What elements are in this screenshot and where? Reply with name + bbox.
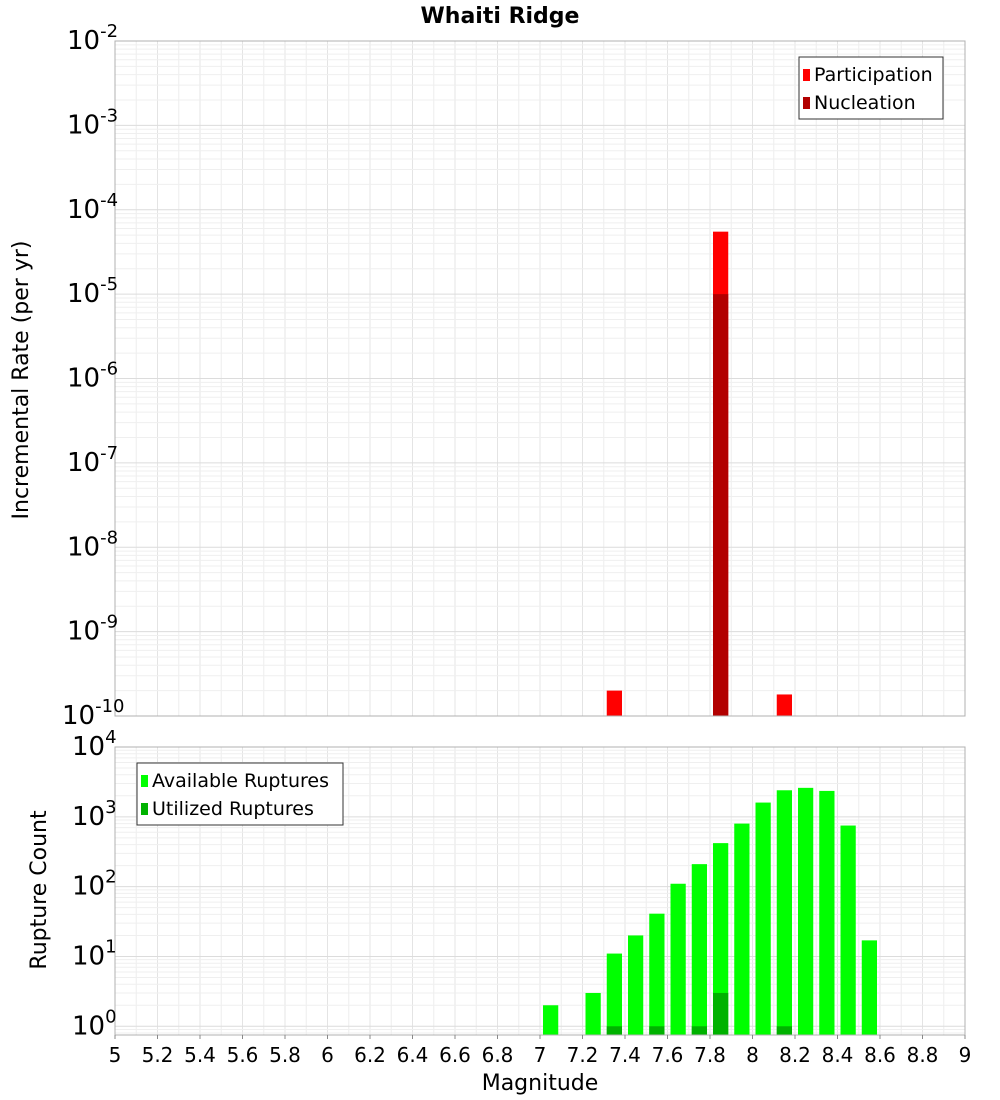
y-tick-label: 103: [72, 797, 117, 832]
count-bar-available-ruptures: [585, 992, 601, 1035]
count-bar-available-ruptures: [861, 940, 877, 1035]
count-bar-available-ruptures: [606, 953, 622, 1035]
rate-bar-participation: [606, 690, 622, 716]
legend-box: [798, 56, 944, 120]
x-tick-label: 5.6: [227, 1043, 259, 1067]
x-tick-label: 8.8: [907, 1043, 939, 1067]
count-bar-available-ruptures: [649, 913, 665, 1035]
x-tick-label: 9: [959, 1043, 972, 1067]
y-tick-label: 10-3: [67, 105, 118, 140]
rate-bar-participation: [776, 694, 792, 716]
count-bar-available-ruptures: [628, 935, 644, 1035]
count-bar-available-ruptures: [776, 790, 792, 1035]
rate-panel: 10-10 10-9 10-8 10-7 10-6 10-5 10-4 10-3 10-2 Par…: [62, 21, 966, 731]
legend-box: [136, 762, 344, 826]
x-tick-label: 5.2: [142, 1043, 174, 1067]
y-tick-label: 10-2: [67, 21, 118, 56]
count-bar-available-ruptures: [819, 790, 835, 1035]
rate-y-axis-label: Incremental Rate (per yr): [9, 241, 34, 520]
y-tick-label: 10-5: [67, 274, 118, 309]
y-tick-label: 10-4: [67, 190, 118, 225]
x-tick-label: 6: [321, 1043, 334, 1067]
x-tick-label: 5.4: [184, 1043, 216, 1067]
legend-label: Utilized Ruptures: [152, 798, 314, 820]
rate-legend: Participation Nucleation: [798, 56, 944, 120]
count-panel: 100 101 102 103 104 5 5.2 5.4 5.6 5.8 6 6.2 6.4 6.6 6.…: [72, 727, 971, 1067]
x-tick-label: 7.6: [652, 1043, 684, 1067]
count-bar-utilized-ruptures: [691, 1026, 707, 1035]
chart-title: Whaiti Ridge: [421, 4, 580, 29]
count-bar-available-ruptures: [670, 883, 686, 1035]
y-tick-label: 101: [72, 936, 117, 971]
x-tick-label: 7: [534, 1043, 547, 1067]
x-tick-label: 7.8: [694, 1043, 726, 1067]
x-tick-label: 8.6: [864, 1043, 896, 1067]
count-bar-utilized-ruptures: [606, 1026, 622, 1035]
count-y-axis-label: Rupture Count: [27, 810, 52, 970]
y-tick-label: 102: [72, 867, 117, 902]
count-bar-utilized-ruptures: [649, 1026, 665, 1035]
x-tick-label: 8: [746, 1043, 759, 1067]
x-tick-label: 8.2: [779, 1043, 811, 1067]
count-bar-available-ruptures: [798, 787, 814, 1035]
plot-frame: [114, 40, 966, 717]
y-tick-label: 10-8: [67, 527, 118, 562]
legend-swatch: [803, 69, 810, 81]
rate-bar-nucleation: [713, 294, 729, 716]
legend-label: Available Ruptures: [152, 770, 329, 792]
legend-swatch: [141, 775, 148, 787]
x-tick-label: 7.2: [567, 1043, 599, 1067]
legend-label: Participation: [814, 64, 933, 86]
y-tick-label: 10-9: [67, 612, 118, 647]
count-bar-available-ruptures: [543, 1005, 559, 1035]
x-tick-label: 8.4: [822, 1043, 854, 1067]
x-tick-label: 6.6: [439, 1043, 471, 1067]
y-tick-label: 10-10: [62, 696, 125, 731]
count-bar-utilized-ruptures: [776, 1026, 792, 1035]
count-bar-available-ruptures: [840, 825, 856, 1035]
legend-label: Nucleation: [814, 92, 916, 114]
x-tick-label: 6.4: [397, 1043, 429, 1067]
count-bar-available-ruptures: [755, 802, 771, 1035]
x-tick-label: 6.8: [482, 1043, 514, 1067]
y-tick-label: 104: [72, 727, 117, 762]
y-tick-label: 100: [72, 1006, 117, 1041]
x-axis-label: Magnitude: [482, 1071, 599, 1096]
y-tick-label: 10-7: [67, 443, 118, 478]
x-tick-label: 5: [109, 1043, 122, 1067]
count-legend: Available Ruptures Utilized Ruptures: [136, 762, 344, 826]
y-tick-label: 10-6: [67, 359, 118, 394]
x-tick-label: 5.8: [269, 1043, 301, 1067]
x-tick-label: 7.4: [609, 1043, 641, 1067]
legend-swatch: [803, 97, 810, 109]
count-bar-available-ruptures: [691, 864, 707, 1035]
legend-swatch: [141, 803, 148, 815]
count-bar-available-ruptures: [713, 843, 729, 1035]
count-bar-available-ruptures: [734, 823, 750, 1035]
x-tick-label: 6.2: [354, 1043, 386, 1067]
count-bar-utilized-ruptures: [713, 992, 729, 1035]
